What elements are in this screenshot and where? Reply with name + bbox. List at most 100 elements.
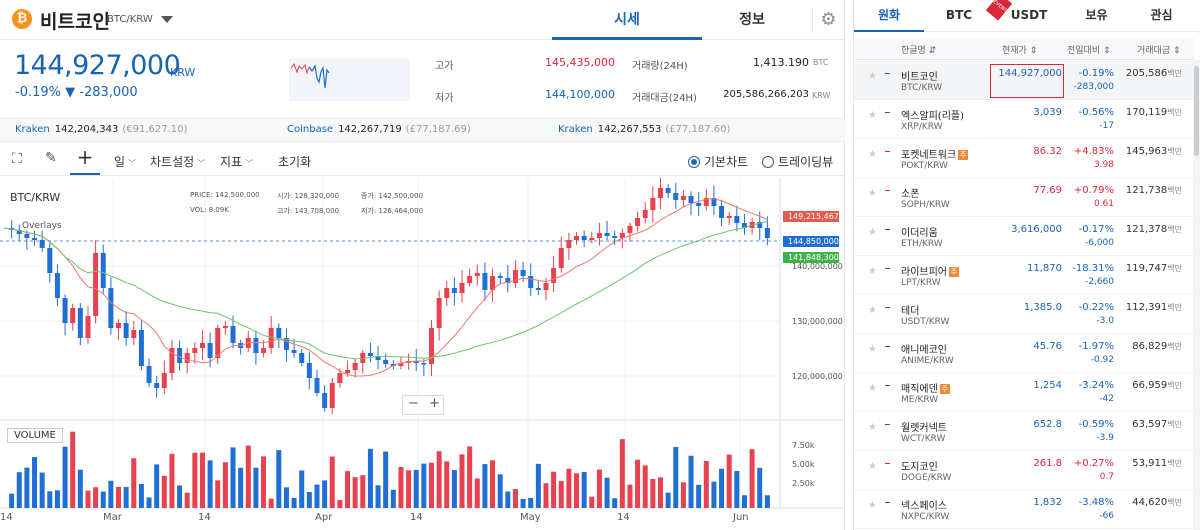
- volume-bar: [711, 481, 717, 508]
- market-row[interactable]: ★ 도지코인 DOGE/KRW 261.8 +0.27% 0.7 53,911백만: [854, 451, 1194, 490]
- volume-bar: [390, 489, 396, 508]
- sort-volume[interactable]: 거래대금 ⇕: [1137, 46, 1181, 56]
- candle: [100, 253, 106, 288]
- candle: [467, 276, 473, 283]
- candle: [619, 233, 625, 238]
- star-icon[interactable]: ★: [868, 227, 877, 238]
- coin-symbol: SOPH/KRW: [901, 200, 950, 210]
- star-icon[interactable]: ★: [868, 461, 877, 472]
- pencil-icon[interactable]: ✎: [45, 150, 57, 166]
- caution-badge: 주: [958, 150, 969, 160]
- volume-bar: [85, 490, 91, 508]
- market-row[interactable]: ★ 이더리움 ETH/KRW 3,616,000 -0.17% -6,000 121,378…: [854, 217, 1194, 256]
- candle: [261, 348, 267, 353]
- coin-name: 매직에덴 주: [901, 384, 950, 395]
- tab-btc[interactable]: BTC: [945, 8, 973, 22]
- star-icon[interactable]: ★: [868, 344, 877, 355]
- coin-volume: 119,747백만: [1125, 263, 1182, 274]
- market-row[interactable]: ★ 라이브피어 주 LPT/KRW 11,870 -18.31% -2,660 119,747…: [854, 256, 1194, 295]
- star-icon[interactable]: ★: [868, 149, 877, 160]
- volume-bar: [474, 478, 480, 508]
- price-chart[interactable]: [0, 178, 845, 530]
- volume-bar: [314, 484, 320, 508]
- star-icon[interactable]: ★: [868, 305, 877, 316]
- trend-icon: [885, 112, 890, 113]
- market-row[interactable]: ★ 테더 USDT/KRW 1,385.0 -0.22% -3.0 112,391백만: [854, 295, 1194, 334]
- tab-price[interactable]: 시세: [552, 0, 702, 40]
- star-icon[interactable]: ★: [868, 71, 877, 82]
- volume-bar: [215, 480, 221, 508]
- candle: [680, 196, 686, 200]
- star-icon[interactable]: ★: [868, 110, 877, 121]
- amount-24h-label: 거래대금(24H): [632, 93, 697, 104]
- star-icon[interactable]: ★: [868, 383, 877, 394]
- candle: [490, 276, 496, 290]
- volume-bar: [207, 460, 213, 508]
- volume-bar: [528, 498, 534, 508]
- volume-bar: [604, 477, 610, 508]
- interval-select[interactable]: 일 ﹀: [114, 155, 137, 169]
- tab-krw[interactable]: 원화: [854, 0, 924, 32]
- volume-bar: [138, 483, 144, 508]
- tab-usdt[interactable]: USDT: [1010, 8, 1048, 22]
- volume-bar: [421, 463, 427, 508]
- gear-icon[interactable]: ⚙: [812, 8, 844, 32]
- scrollbar[interactable]: [1193, 60, 1200, 530]
- zoom-in-button[interactable]: +: [429, 396, 440, 411]
- candle: [161, 373, 167, 388]
- market-row[interactable]: ★ 포켓네트워크 주 POKT/KRW 86.32 +4.83% 3.98 145,963백만: [854, 139, 1194, 178]
- market-row[interactable]: ★ 월렛커넥트 WCT/KRW 652.8 -0.59% -3.9 63,597백만: [854, 412, 1194, 451]
- volume-bar: [482, 464, 488, 508]
- market-row[interactable]: ★ 비트코인 BTC/KRW 144,927,000 -0.19% -283,000 205…: [854, 61, 1194, 100]
- star-icon[interactable]: ★: [868, 266, 877, 277]
- candle: [612, 236, 618, 238]
- volume-24h-unit: BTC: [813, 58, 829, 67]
- candle: [352, 363, 358, 370]
- candle: [451, 288, 457, 293]
- scrollbar-thumb[interactable]: [1194, 66, 1199, 156]
- basic-chart-radio[interactable]: 기본차트: [688, 153, 748, 170]
- crosshair-icon[interactable]: +: [70, 145, 100, 175]
- chart-settings-button[interactable]: 차트설정 ﹀: [150, 155, 206, 169]
- ohlc-price: PRICE: 142,500,000: [190, 191, 260, 199]
- reset-button[interactable]: 초기화: [278, 155, 312, 169]
- tab-holdings[interactable]: 보유: [1085, 8, 1108, 22]
- sort-name[interactable]: 한글명 ⇵: [901, 46, 937, 56]
- chevron-down-icon: ﹀: [245, 159, 254, 168]
- tab-info[interactable]: 정보: [739, 12, 765, 28]
- zoom-out-button[interactable]: −: [408, 396, 419, 411]
- coin-change-pct: -0.22%: [1078, 302, 1114, 313]
- indicators-button[interactable]: 지표 ﹀: [220, 155, 254, 169]
- trend-icon: [885, 385, 890, 386]
- market-row[interactable]: ★ 넥스페이스 NXPC/KRW 1,832 -3.48% -66 44,620백만: [854, 490, 1194, 529]
- candle: [116, 323, 122, 328]
- candle: [62, 298, 68, 323]
- coin-symbol: NXPC/KRW: [901, 512, 950, 522]
- market-row[interactable]: ★ 엑스알피(리플) XRP/KRW 3,039 -0.56% -17 170,119백만: [854, 100, 1194, 139]
- tradingview-radio[interactable]: 트레이딩뷰: [762, 153, 833, 170]
- volume-bar: [24, 467, 30, 508]
- volume-bar: [184, 492, 190, 508]
- candle: [24, 234, 30, 238]
- sort-price[interactable]: 현재가 ⇕: [1002, 46, 1038, 56]
- chevron-down-icon[interactable]: [161, 16, 173, 23]
- market-panel: 원화 BTC USDT 보유 관심 EVENT 한글명 ⇵ 현재가 ⇕ 전일대비…: [853, 0, 1200, 530]
- tab-favorites[interactable]: 관심: [1150, 8, 1173, 22]
- market-row[interactable]: ★ 매직에덴 주 ME/KRW 1,254 -3.24% -42 66,959백만: [854, 373, 1194, 412]
- candle: [741, 223, 747, 228]
- coin-symbol: WCT/KRW: [901, 434, 946, 444]
- coin-volume: 112,391백만: [1125, 302, 1182, 313]
- coin-name[interactable]: 비트코인: [40, 11, 110, 33]
- fullscreen-icon[interactable]: ⛶: [12, 151, 22, 167]
- volume-bar: [322, 480, 328, 508]
- star-icon[interactable]: ★: [868, 188, 877, 199]
- coin-change-diff: -2,660: [1084, 277, 1114, 287]
- market-row[interactable]: ★ 소폰 SOPH/KRW 77.69 +0.79% 0.61 121,738백만: [854, 178, 1194, 217]
- market-row[interactable]: ★ 애니메코인 ANIME/KRW 45.76 -1.97% -0.92 86,829백만: [854, 334, 1194, 373]
- star-icon[interactable]: ★: [868, 422, 877, 433]
- sort-change[interactable]: 전일대비 ⇕: [1067, 46, 1111, 56]
- star-icon[interactable]: ★: [868, 500, 877, 511]
- candle: [85, 316, 91, 338]
- candle: [757, 222, 763, 228]
- candle: [596, 233, 602, 238]
